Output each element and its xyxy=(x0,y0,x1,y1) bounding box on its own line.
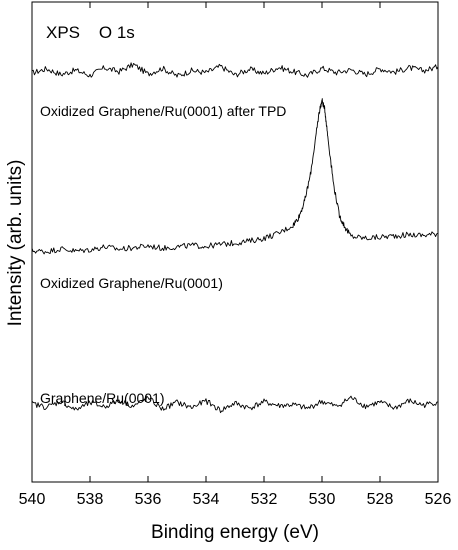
x-tick-label-528: 528 xyxy=(367,491,394,508)
series-label-after-tpd: Oxidized Graphene/Ru(0001) after TPD xyxy=(40,103,286,119)
x-tick-label-538: 538 xyxy=(77,491,104,508)
x-tick-label-536: 536 xyxy=(135,491,162,508)
series-label-oxidized: Oxidized Graphene/Ru(0001) xyxy=(40,275,223,291)
plot-frame xyxy=(31,1,439,483)
y-axis-label: Intensity (arb. units) xyxy=(5,160,26,327)
series-label-graphene: Graphene/Ru(0001) xyxy=(40,390,165,406)
x-tick-label-532: 532 xyxy=(251,491,278,508)
x-axis: 540 538 536 534 532 530 528 526 xyxy=(19,2,452,508)
trace-oxidized xyxy=(31,98,439,255)
x-axis-label: Binding energy (eV) xyxy=(151,522,319,543)
chart-title: XPS O 1s xyxy=(46,23,135,42)
series-layer xyxy=(31,62,439,414)
x-tick-label-534: 534 xyxy=(193,491,220,508)
trace-graphene xyxy=(31,395,439,414)
x-tick-label-526: 526 xyxy=(425,491,452,508)
x-tick-label-530: 530 xyxy=(309,491,336,508)
trace-after-tpd xyxy=(31,62,439,78)
x-tick-label-540: 540 xyxy=(19,491,46,508)
